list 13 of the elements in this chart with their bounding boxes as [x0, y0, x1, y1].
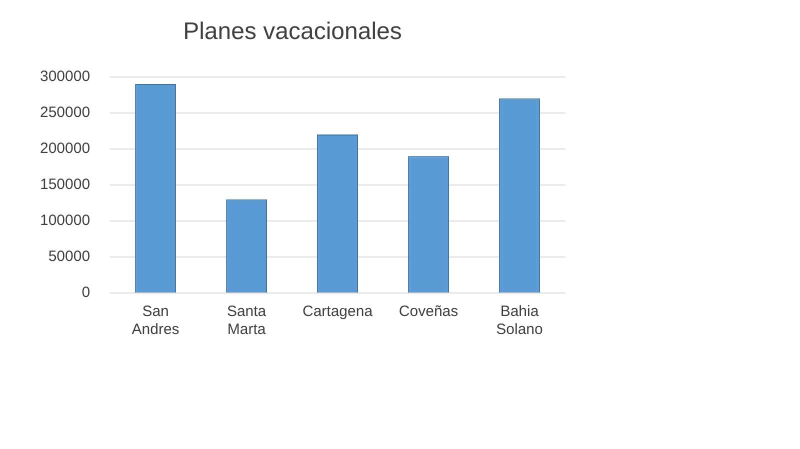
chart-title: Planes vacacionales — [183, 18, 402, 46]
y-tick-label: 300000 — [40, 68, 90, 85]
y-tick-label: 100000 — [40, 212, 90, 230]
x-tick-label: San Andres — [132, 303, 180, 338]
x-tick-label: Bahia Solano — [496, 303, 543, 338]
y-tick-label: 150000 — [40, 176, 90, 194]
y-tick-label: 0 — [82, 284, 90, 302]
x-tick-label: Santa Marta — [226, 303, 267, 338]
y-tick-label: 250000 — [40, 104, 90, 121]
y-tick-label: 200000 — [40, 140, 90, 158]
x-tick-label: Cartagena — [302, 303, 374, 320]
y-tick-label: 50000 — [48, 248, 90, 266]
x-tick-label: Coveñas — [398, 303, 458, 320]
